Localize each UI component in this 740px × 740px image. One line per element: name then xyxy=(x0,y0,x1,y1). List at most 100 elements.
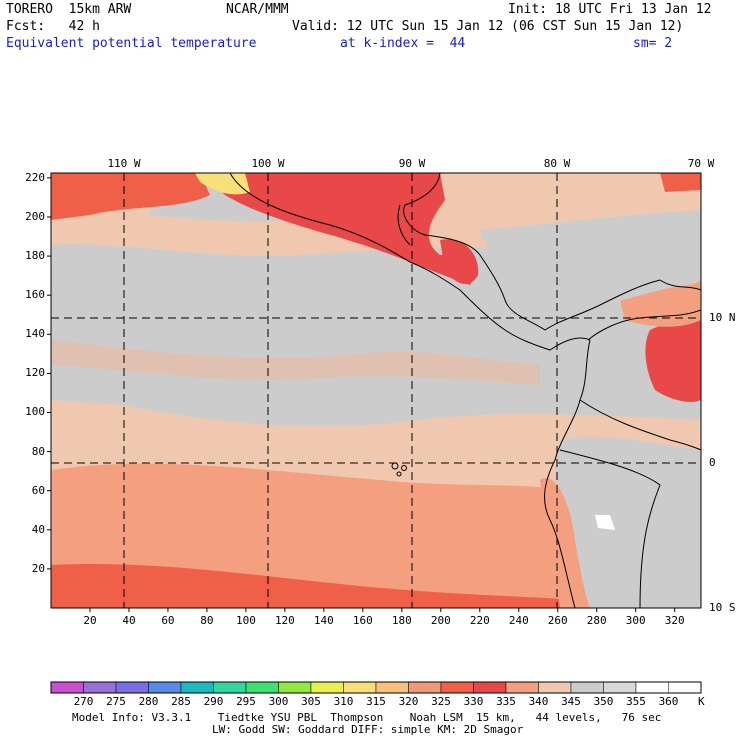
forecast-hour: Fcst: 42 h xyxy=(6,19,100,34)
galapagos-3 xyxy=(396,471,402,477)
lat-label-0: 0 xyxy=(709,456,716,469)
level-index: at k-index = 44 xyxy=(340,36,466,51)
colorbar-swatch xyxy=(343,681,377,694)
colorbar-label: 310 xyxy=(333,695,354,708)
lon-label-110w: 110 W xyxy=(107,157,141,170)
colorbar-label: 320 xyxy=(398,695,419,708)
colorbar-swatch xyxy=(50,681,84,694)
venezuela-coast xyxy=(659,279,701,291)
axis-ticks xyxy=(47,177,676,612)
colorbar-swatch xyxy=(538,681,572,694)
x-tick-label: 80 xyxy=(200,614,214,627)
colorbar-label: 270 xyxy=(73,695,94,708)
colorbar-label: 330 xyxy=(463,695,484,708)
colorbar-swatch xyxy=(278,681,312,694)
x-tick-label: 220 xyxy=(469,614,490,627)
smoothing: sm= 2 xyxy=(633,36,673,51)
graticule xyxy=(51,173,701,608)
honduras-red xyxy=(440,239,479,285)
colorbar-swatch xyxy=(310,681,344,694)
peru-coast xyxy=(540,478,590,608)
ne-red xyxy=(660,173,701,192)
colorbar-label: 280 xyxy=(138,695,159,708)
border-guatemala xyxy=(397,204,411,246)
colorbar-label: 355 xyxy=(626,695,646,708)
white-patch xyxy=(595,515,615,530)
lon-label-100w: 100 W xyxy=(251,157,285,170)
x-tick-label: 260 xyxy=(547,614,568,627)
model-info: Model Info: V3.3.1 Tiedtke YSU PBL Thomp… xyxy=(72,711,662,724)
organization: NCAR/MMM xyxy=(226,2,289,17)
lat-label-10n: 10 N xyxy=(709,311,736,324)
y-tick-label: 140 xyxy=(25,327,45,341)
colorbar-swatch xyxy=(408,681,442,694)
x-tick-label: 320 xyxy=(664,614,685,627)
colorbar-label: 350 xyxy=(593,695,614,708)
colorbar-label: 305 xyxy=(301,695,321,708)
lon-label-80w: 80 W xyxy=(543,157,571,170)
y-tick-label: 100 xyxy=(25,405,45,419)
colorbar-swatch xyxy=(635,681,669,694)
colorbar-frame xyxy=(50,681,702,694)
x-tick-label: 40 xyxy=(122,614,136,627)
y-tick-label: 180 xyxy=(25,249,45,263)
pacific-coast xyxy=(229,173,591,351)
colorbar-label: 345 xyxy=(561,695,581,708)
colorbar-swatch xyxy=(440,681,474,694)
colorbar-swatch xyxy=(115,681,149,694)
border-colombia xyxy=(579,399,701,451)
x-tick-label: 100 xyxy=(235,614,256,627)
lat-label-10s: 10 S xyxy=(709,601,736,614)
colorbar-label: 300 xyxy=(268,695,289,708)
caribbean-coast xyxy=(403,173,661,331)
theta-e-field xyxy=(51,173,701,608)
colorbar-label: 360 xyxy=(658,695,679,708)
model-physics: LW: Godd SW: Goddard DIFF: simple KM: 2D… xyxy=(212,723,524,736)
init-time: Init: 18 UTC Fri 13 Jan 12 xyxy=(508,2,712,17)
x-tick-label: 180 xyxy=(391,614,412,627)
lon-label-70w: 70 W xyxy=(687,157,715,170)
x-tick-label: 300 xyxy=(625,614,646,627)
colorbar-swatch xyxy=(603,681,637,694)
y-tick-label: 120 xyxy=(25,366,45,380)
valid-time: Valid: 12 UTC Sun 15 Jan 12 (06 CST Sun … xyxy=(292,19,684,34)
lon-label-90w: 90 W xyxy=(398,157,426,170)
y-tick-label: 60 xyxy=(31,483,45,497)
y-tick-label: 40 xyxy=(31,522,45,536)
colorbar-label: 285 xyxy=(171,695,191,708)
x-tick-label: 160 xyxy=(352,614,373,627)
colorbar-label: 315 xyxy=(366,695,386,708)
field-name: Equivalent potential temperature xyxy=(6,36,257,51)
colorbar-swatch xyxy=(180,681,214,694)
colorbar-label: 275 xyxy=(106,695,126,708)
colorbar-swatch xyxy=(83,681,117,694)
colorbar-swatch xyxy=(213,681,247,694)
model-title: TORERO 15km ARW xyxy=(6,2,132,17)
y-tick-label: 160 xyxy=(25,288,45,302)
colorbar-swatch xyxy=(375,681,409,694)
colorbar-label: 335 xyxy=(496,695,516,708)
x-tick-label: 200 xyxy=(430,614,451,627)
colorbar-units: K xyxy=(698,695,705,708)
south-red xyxy=(51,564,580,608)
yellow-spot xyxy=(195,173,250,195)
colorbar-swatch xyxy=(570,681,604,694)
colorbar-swatch xyxy=(473,681,507,694)
south-america-grey xyxy=(555,436,701,608)
x-tick-label: 140 xyxy=(313,614,334,627)
colorbar-label: 325 xyxy=(431,695,451,708)
colombia-red xyxy=(645,310,701,402)
y-tick-label: 200 xyxy=(25,209,45,223)
colorbar-swatch xyxy=(505,681,539,694)
colorbar-swatch xyxy=(245,681,279,694)
colorbar-label: 295 xyxy=(236,695,256,708)
x-tick-label: 120 xyxy=(274,614,295,627)
colorbar-swatch xyxy=(148,681,182,694)
south-america-west-coast xyxy=(544,339,591,608)
x-tick-label: 60 xyxy=(161,614,175,627)
border-peru xyxy=(559,449,661,608)
y-tick-label: 20 xyxy=(31,561,45,575)
colorbar-label: 340 xyxy=(528,695,549,708)
peach-band xyxy=(51,340,540,385)
